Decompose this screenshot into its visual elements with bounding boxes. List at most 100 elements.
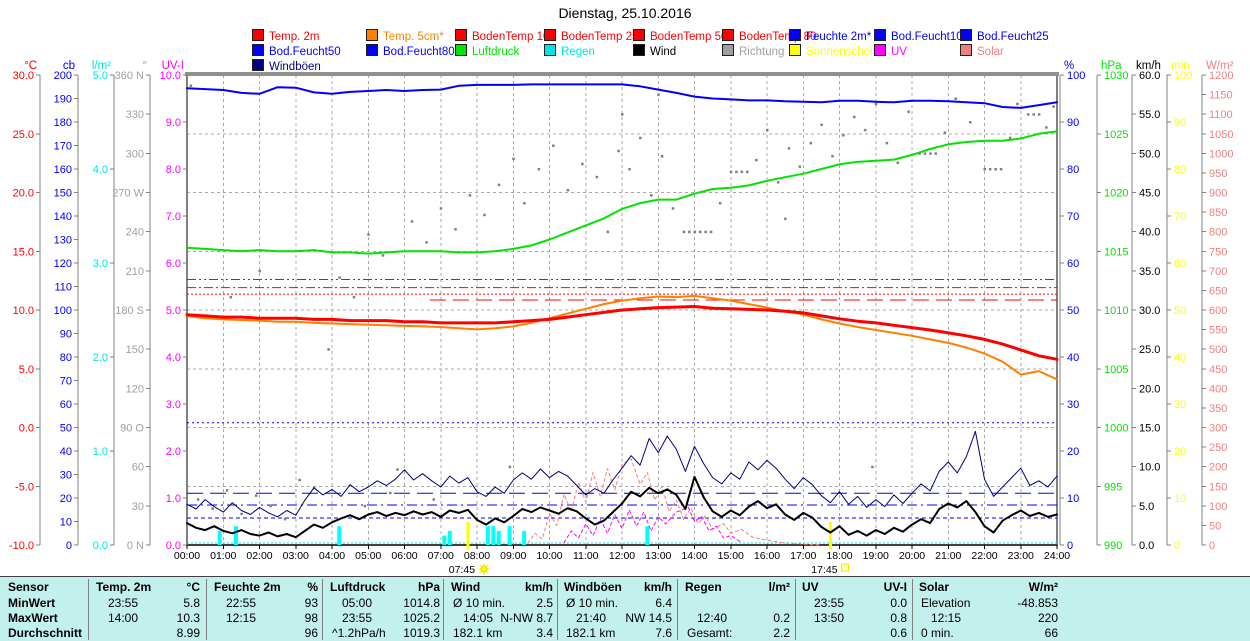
- svg-text:5.0: 5.0: [1139, 501, 1154, 513]
- table-cell-time: 22:55: [226, 596, 257, 610]
- svg-text:700: 700: [1209, 266, 1227, 278]
- svg-text:250: 250: [1209, 442, 1227, 454]
- axis-w-m-right: W/m² 0 50 100 150 200 250 300 350 400 450 500 550 600…: [1201, 60, 1234, 552]
- svg-text:1005: 1005: [1104, 364, 1128, 376]
- svg-text:17:45: 17:45: [811, 564, 837, 576]
- svg-text:850: 850: [1209, 207, 1227, 219]
- legend-item-bod-feucht25: Bod.Feucht25: [960, 29, 1049, 43]
- svg-text:10: 10: [1174, 493, 1186, 505]
- svg-text:90: 90: [1174, 117, 1186, 129]
- table-cell-value: 3.4: [536, 626, 553, 640]
- table-separator: [912, 579, 913, 640]
- svg-text:1000: 1000: [1209, 148, 1233, 160]
- svg-text:240: 240: [126, 227, 144, 239]
- svg-text:13:00: 13:00: [645, 550, 671, 562]
- x-axis-labels: 00:00 01:00 02:00 03:00 04:00 05:00 06:00 07:00…: [174, 545, 1070, 562]
- legend-item-solar: Solar: [960, 44, 1004, 58]
- axis-unit-label: min: [1171, 60, 1190, 72]
- table-cell-value: NW 14.5: [625, 611, 672, 625]
- table-cell-value: N-NW 8.7: [500, 611, 553, 625]
- sun-icon: [477, 563, 490, 575]
- legend-item-bodentemp-50: BodenTemp 50: [633, 29, 727, 43]
- svg-text:06:00: 06:00: [391, 550, 417, 562]
- axis-unit-label: UV-I: [162, 60, 184, 72]
- series-windb-en: [186, 430, 1058, 518]
- svg-text:1.0: 1.0: [93, 446, 108, 458]
- table-cell-time: 12:40: [697, 611, 728, 625]
- legend-swatch-solar: [960, 44, 972, 56]
- svg-text:4.0: 4.0: [166, 352, 181, 364]
- legend-item-bod-feucht10: Bod.Feucht10: [874, 29, 963, 43]
- svg-text:300: 300: [1209, 423, 1227, 435]
- legend-swatch-bod-feucht80: [366, 44, 378, 56]
- svg-text:15:00: 15:00: [718, 550, 744, 562]
- legend-swatch-windb-en: [252, 59, 264, 71]
- legend-label: Temp. 2m: [269, 31, 320, 43]
- stats-table: Sensor MinWert MaxWert Durchschnitt Temp. 2m…: [0, 576, 1250, 641]
- axis-l-m-left: l/m² 0.0 1.0 2.0 3.0 4.0 5.0: [92, 60, 115, 552]
- svg-text:60: 60: [1067, 258, 1079, 270]
- svg-text:16:00: 16:00: [754, 550, 780, 562]
- svg-text:90: 90: [1067, 117, 1079, 129]
- table-cell-value: 0.0: [890, 596, 907, 610]
- legend-item-windb-en: Windböen: [252, 59, 321, 73]
- svg-text:1150: 1150: [1209, 90, 1233, 102]
- table-cell-time: 182.1 km: [453, 626, 503, 640]
- axis-unit-label: km/h: [1136, 60, 1161, 72]
- svg-text:100: 100: [1209, 501, 1227, 513]
- axis-unit-label: cb: [63, 60, 75, 72]
- svg-text:5.0: 5.0: [166, 305, 181, 317]
- table-col-name-windb-en: Windböen: [564, 580, 622, 594]
- legend-label: Solar: [977, 46, 1004, 58]
- svg-text:10.0: 10.0: [160, 70, 181, 82]
- svg-text:60: 60: [1174, 258, 1186, 270]
- table-separator: [557, 579, 558, 640]
- svg-text:0.0: 0.0: [166, 540, 181, 552]
- svg-text:50.0: 50.0: [1139, 148, 1160, 160]
- svg-text:40: 40: [1174, 352, 1186, 364]
- svg-text:20: 20: [60, 493, 72, 505]
- svg-text:40: 40: [60, 446, 72, 458]
- legend-swatch-bodentemp-80: [722, 29, 734, 41]
- svg-text:50: 50: [1174, 305, 1186, 317]
- legend-swatch-temp-2m: [252, 29, 264, 41]
- svg-text:100: 100: [1067, 70, 1085, 82]
- table-cell-value: 1025.2: [403, 611, 440, 625]
- table-separator: [88, 579, 89, 640]
- svg-text:55.0: 55.0: [1139, 109, 1160, 121]
- svg-text:1025: 1025: [1104, 129, 1128, 141]
- svg-text:1010: 1010: [1104, 305, 1128, 317]
- svg-text:1200: 1200: [1209, 70, 1233, 82]
- axis--left: ° 0 N 30 60 90 O 120 150 180 S 210 240 270 W 300 330…: [112, 60, 151, 552]
- svg-text:20.0: 20.0: [1139, 383, 1160, 395]
- sunset-square-icon: [840, 563, 849, 572]
- axis-uv-i-left: UV-I 0.0 1.0 2.0 3.0 4.0 5.0 6.0 7.0 8.0 9.0 10.0: [160, 60, 188, 552]
- table-cell-time: 13:50: [814, 611, 845, 625]
- table-separator: [677, 579, 678, 640]
- svg-text:330: 330: [126, 109, 144, 121]
- svg-text:10: 10: [1067, 493, 1079, 505]
- svg-text:0 N: 0 N: [127, 540, 144, 552]
- legend-label: Richtung: [739, 46, 785, 58]
- svg-text:20.0: 20.0: [13, 188, 34, 200]
- table-cell-value: 10.3: [176, 611, 200, 625]
- legend-label: Bod.Feucht25: [977, 31, 1049, 43]
- svg-text:25.0: 25.0: [13, 129, 34, 141]
- table-cell-time: ^1.2hPa/h: [332, 626, 386, 640]
- table-cell-time: 12:15: [931, 611, 962, 625]
- svg-text:300: 300: [126, 148, 144, 160]
- svg-text:950: 950: [1209, 168, 1227, 180]
- svg-text:70: 70: [1067, 211, 1079, 223]
- legend-swatch-bod-feucht25: [960, 29, 972, 41]
- svg-text:15.0: 15.0: [1139, 423, 1160, 435]
- legend-label: Bod.Feucht80: [383, 46, 455, 58]
- legend-item-bod-feucht50: Bod.Feucht50: [252, 44, 341, 58]
- table-col-name-uv: UV: [802, 580, 819, 594]
- svg-text:10.0: 10.0: [1139, 462, 1160, 474]
- axis-unit-label: °C: [24, 60, 37, 72]
- svg-text:14:00: 14:00: [681, 550, 707, 562]
- svg-text:20: 20: [1174, 446, 1186, 458]
- svg-text:50: 50: [1209, 520, 1221, 532]
- legend-label: Luftdruck: [472, 46, 520, 58]
- svg-text:10: 10: [60, 517, 72, 529]
